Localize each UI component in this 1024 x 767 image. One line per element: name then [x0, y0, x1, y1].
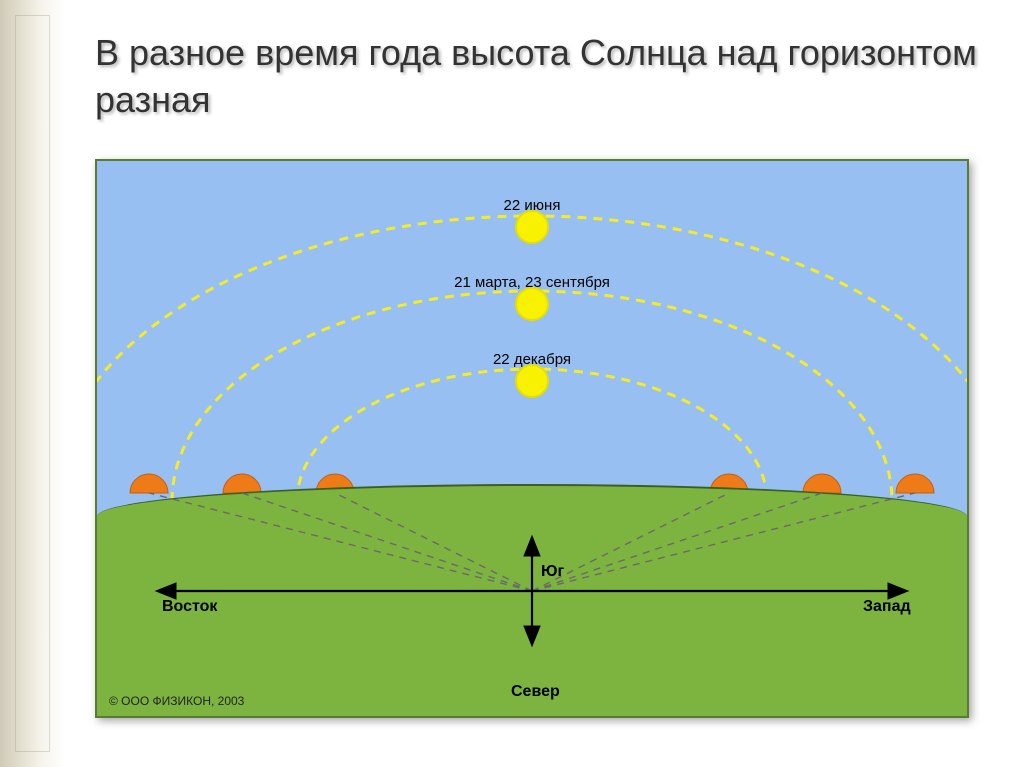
arc-label-equinox: 21 марта, 23 сентября: [454, 274, 610, 291]
compass-east: Восток: [162, 598, 217, 616]
copyright: © ООО ФИЗИКОН, 2003: [109, 694, 244, 708]
sun-horizon-diagram: 22 июня 21 марта, 23 сентября 22 декабря…: [95, 159, 969, 718]
arc-label-winter: 22 декабря: [493, 351, 571, 368]
arc-label-summer: 22 июня: [504, 197, 561, 214]
slide-title: В разное время года высота Солнца над го…: [75, 20, 1024, 149]
sidebar-decoration: [0, 0, 65, 767]
compass-west: Запад: [863, 598, 911, 616]
main-content: В разное время года высота Солнца над го…: [75, 0, 1024, 718]
overlay-graphics: [97, 161, 967, 716]
compass-south: Юг: [541, 563, 564, 581]
compass-north: Север: [511, 683, 560, 701]
